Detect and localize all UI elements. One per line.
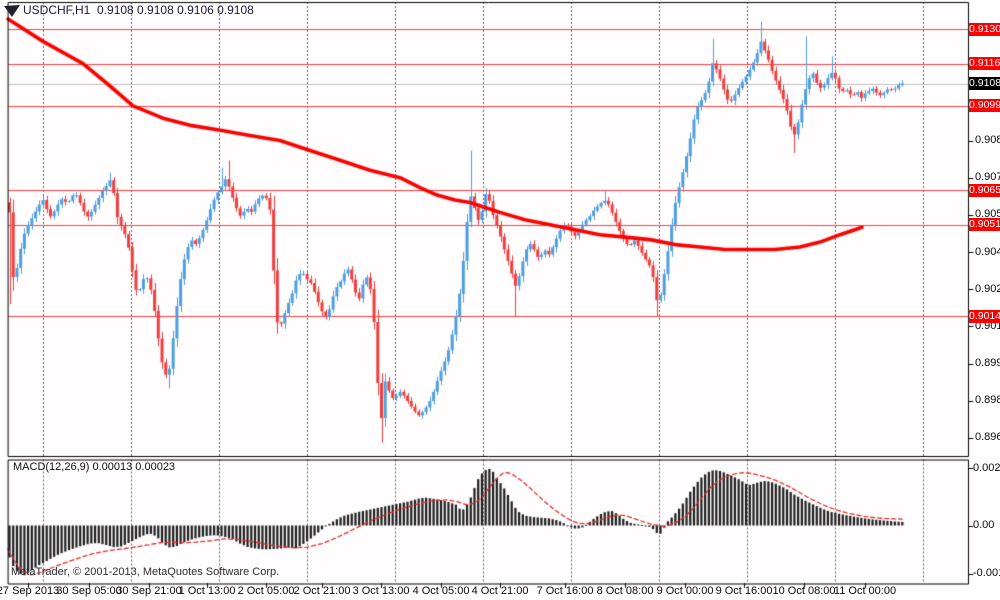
- time-axis-label: 4 Oct 05:00: [412, 585, 470, 597]
- copyright-text: MetaTrader, © 2001-2013, MetaQuotes Soft…: [11, 566, 280, 578]
- time-axis-label: 8 Oct 08:00: [596, 585, 654, 597]
- symbol-marker-icon: [4, 5, 20, 17]
- time-axis-label: 4 Oct 21:00: [471, 585, 529, 597]
- time-axis-label: 30 Sep 05:00: [56, 585, 122, 597]
- time-axis-label: 3 Oct 13:00: [352, 585, 410, 597]
- time-axis-label: 27 Sep 2013: [0, 585, 60, 597]
- time-axis-label: 2 Oct 21:00: [293, 585, 351, 597]
- time-axis-label: 9 Oct 16:00: [715, 585, 773, 597]
- macd-axis-label: 0.00205: [973, 461, 1000, 474]
- macd-indicator-label: MACD(12,26,9) 0.00013 0.00023: [13, 461, 176, 473]
- price-level-badge: 0.9065: [969, 183, 1000, 197]
- price-tick-label: 0.9055: [975, 208, 1000, 221]
- price-level-badge: 0.9099: [969, 99, 1000, 113]
- time-axis-label: 10 Oct 08:00: [772, 585, 836, 597]
- price-tick-label: 0.8965: [975, 431, 1000, 444]
- price-level-badge: 0.9014: [969, 310, 1000, 323]
- price-level-badge: 0.9051: [969, 218, 1000, 232]
- time-axis-label: 2 Oct 05:00: [237, 585, 295, 597]
- price-level-badge: 0.9116: [969, 57, 1000, 70]
- price-tick-label: 0.8995: [975, 357, 1000, 370]
- time-axis-label: 9 Oct 00:00: [656, 585, 714, 597]
- time-axis-label: 1 Oct 13:00: [178, 585, 236, 597]
- time-axis-label: 7 Oct 16:00: [536, 585, 594, 597]
- current-price-badge: 0.9108: [969, 77, 1000, 90]
- price-tick-label: 0.9025: [975, 282, 1000, 295]
- time-axis-label: 30 Sep 21:00: [116, 585, 182, 597]
- macd-axis-label: -0.00173: [973, 567, 1000, 579]
- price-level-badge: 0.9130: [969, 22, 1000, 36]
- time-axis-label: 11 Oct 00:00: [833, 585, 897, 597]
- chart-title: USDCHF,H1 0.9108 0.9108 0.9106 0.9108: [23, 3, 254, 17]
- macd-axis-label: 0.00: [973, 519, 995, 531]
- price-tick-label: 0.9085: [975, 134, 1000, 146]
